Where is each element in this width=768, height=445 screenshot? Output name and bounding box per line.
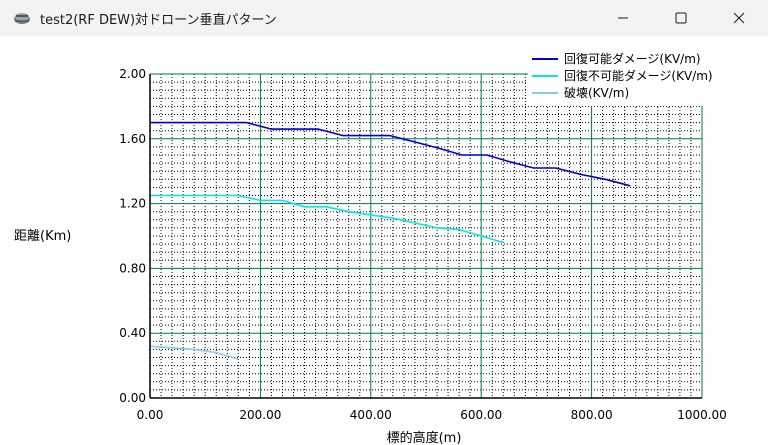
y-tick-label: 2.00 xyxy=(119,67,146,81)
maximize-button[interactable] xyxy=(658,0,704,36)
y-tick-label: 0.00 xyxy=(119,391,146,405)
line-chart: 0.00 200.00 400.00 600.00 800.00 1000.00 0.00… xyxy=(14,48,727,445)
y-tick-label: 1.20 xyxy=(119,197,146,211)
legend-item-label: 回復不可能ダメージ(KV/m) xyxy=(564,68,713,83)
series-lines xyxy=(149,121,631,360)
drone-app-icon xyxy=(14,13,30,24)
x-tick-labels: 0.00 200.00 400.00 600.00 800.00 1000.00 xyxy=(137,408,727,422)
series-line xyxy=(150,194,504,244)
series-line xyxy=(150,121,631,187)
y-tick-label: 0.80 xyxy=(119,261,146,275)
x-tick-label: 200.00 xyxy=(239,408,281,422)
close-icon xyxy=(733,12,745,24)
y-axis-label: 距離(Km) xyxy=(14,229,71,244)
legend-item-label: 回復可能ダメージ(KV/m) xyxy=(564,51,701,66)
y-tick-labels: 0.00 0.40 0.80 1.20 1.60 2.00 xyxy=(119,67,146,405)
series-line xyxy=(149,345,239,360)
maximize-icon xyxy=(675,12,687,24)
minimize-button[interactable] xyxy=(600,0,646,36)
y-tick-label: 0.40 xyxy=(119,326,146,340)
minor-grid xyxy=(150,74,702,398)
x-tick-label: 800.00 xyxy=(571,408,613,422)
legend-item-label: 破壊(KV/m) xyxy=(564,85,629,100)
title-bar[interactable]: test2(RF DEW)対ドローン垂直パターン xyxy=(0,0,768,36)
legend: 回復可能ダメージ(KV/m) 回復不可能ダメージ(KV/m) 破壊(KV/m) xyxy=(532,51,713,100)
minimize-icon xyxy=(618,17,628,19)
close-button[interactable] xyxy=(716,0,762,36)
y-tick-label: 1.60 xyxy=(119,132,146,146)
chart-area: 0.00 200.00 400.00 600.00 800.00 1000.00 0.00… xyxy=(0,36,768,445)
axes xyxy=(149,74,702,399)
x-axis-label: 標的高度(m) xyxy=(387,430,462,445)
x-tick-label: 1000.00 xyxy=(677,408,727,422)
x-tick-label: 600.00 xyxy=(460,408,502,422)
window-title: test2(RF DEW)対ドローン垂直パターン xyxy=(40,13,277,28)
x-tick-label: 400.00 xyxy=(350,408,392,422)
x-tick-label: 0.00 xyxy=(137,408,164,422)
